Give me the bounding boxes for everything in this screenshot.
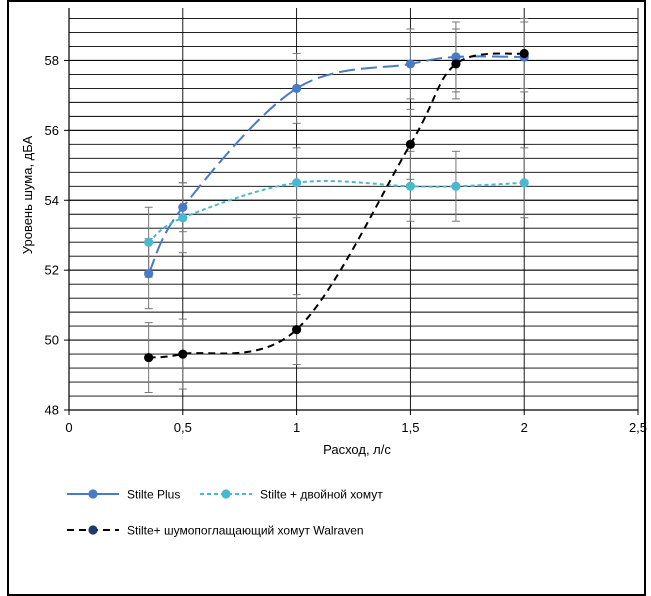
y-axis-title: Уровень шума, дБА [20, 135, 35, 254]
y-tick-label: 58 [45, 53, 59, 68]
x-tick-label: 0,5 [174, 420, 192, 435]
y-tick-label: 54 [45, 193, 59, 208]
data-point [451, 59, 461, 69]
data-point [178, 349, 188, 359]
legend-marker [88, 525, 98, 535]
data-point [292, 178, 302, 188]
data-point [451, 181, 461, 191]
legend-label: Stilte + двойной хомут [260, 488, 383, 502]
x-tick-label: 1,5 [401, 420, 419, 435]
grid [69, 8, 639, 411]
x-tick-label: 1 [293, 420, 300, 435]
legend-marker [88, 489, 98, 499]
data-point [405, 59, 415, 69]
legend-item: Stilte + двойной хомут [200, 488, 383, 502]
data-point [519, 178, 529, 188]
x-tick-label: 2 [521, 420, 528, 435]
data-point [292, 325, 302, 335]
y-tick-label: 50 [45, 333, 59, 348]
legend-label: Stilte+ шумопоглащающий хомут Walraven [127, 524, 364, 538]
legend-item: Stilte Plus [67, 488, 180, 502]
data-point [519, 48, 529, 59]
data-point [292, 83, 302, 93]
data-point [144, 352, 154, 363]
plot-area [69, 8, 638, 410]
axes [64, 8, 639, 415]
x-tick-label: 2,5 [629, 420, 647, 435]
data-point [178, 202, 188, 212]
x-tick-label: 0 [65, 420, 72, 435]
legend-item: Stilte+ шумопоглащающий хомут Walraven [67, 524, 364, 538]
x-axis-title: Расход, л/с [323, 442, 391, 457]
data-point [451, 52, 461, 62]
y-tick-label: 52 [45, 263, 59, 278]
y-tick-label: 48 [45, 403, 59, 418]
data-point [405, 139, 415, 149]
legend-marker [221, 489, 231, 499]
data-point [405, 181, 415, 191]
y-tick-label: 56 [45, 123, 59, 138]
series-line-3 [148, 52, 525, 359]
data-point [144, 237, 154, 247]
data-point [144, 269, 154, 279]
legend-label: Stilte Plus [127, 488, 180, 502]
series-layer [144, 17, 529, 394]
data-point [178, 213, 188, 223]
legend: Stilte Plus Stilte + двойной хомут Stilte+… [67, 488, 383, 538]
tick-labels: 0 0,5 1 1,5 2 2,5 48 50 52 54 56 58 [45, 53, 648, 435]
